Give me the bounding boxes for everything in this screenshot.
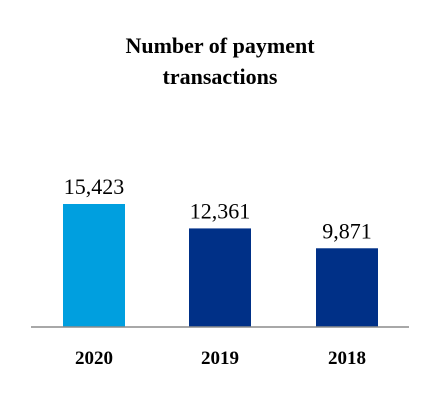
bar-2019: [189, 228, 251, 327]
bar-2020: [63, 204, 125, 327]
bars-layer: [63, 204, 378, 327]
chart-title-line-2: transactions: [162, 64, 278, 89]
value-label-2020: 15,423: [64, 174, 125, 199]
category-label-2019: 2019: [201, 348, 239, 369]
value-label-2019: 12,361: [190, 198, 251, 223]
bar-2018: [316, 248, 378, 327]
category-label-2018: 2018: [328, 348, 366, 369]
chart-title-line-1: Number of payment: [125, 33, 315, 58]
category-label-2020: 2020: [75, 348, 113, 369]
labels-layer: 15,423 2020 12,361 2019 9,871 2018: [64, 174, 372, 369]
value-label-2018: 9,871: [322, 218, 372, 243]
chart-title: Number of payment transactions: [0, 30, 440, 92]
